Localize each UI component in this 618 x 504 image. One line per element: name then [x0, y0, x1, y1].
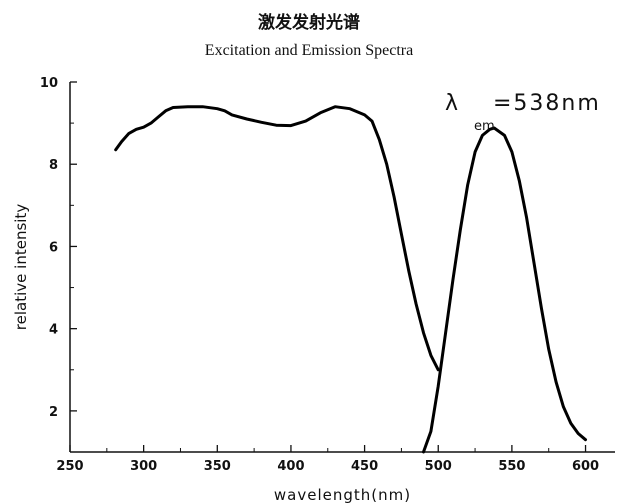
- x-tick-label: 300: [130, 459, 157, 474]
- x-tick-label: 500: [425, 459, 452, 474]
- x-axis-label: wavelength(nm): [274, 486, 411, 504]
- y-tick-label: 4: [49, 323, 58, 338]
- annotation-subscript: em: [474, 119, 495, 134]
- y-tick-label: 2: [49, 405, 58, 420]
- chart-title: 激发发射光谱: [258, 13, 360, 33]
- x-tick-label: 550: [498, 459, 525, 474]
- x-tick-label: 350: [204, 459, 231, 474]
- y-tick-label: 8: [49, 158, 58, 173]
- annotation-symbol: λ: [445, 91, 458, 116]
- x-tick-label: 400: [277, 459, 304, 474]
- emission-curve: [422, 126, 587, 454]
- excitation-curve: [114, 105, 440, 372]
- x-tick-label: 600: [572, 459, 599, 474]
- chart-subtitle: Excitation and Emission Spectra: [204, 42, 414, 59]
- x-tick-label: 450: [351, 459, 378, 474]
- annotation-text: =538nm: [493, 91, 601, 116]
- x-tick-label: 250: [56, 459, 83, 474]
- y-axis-label: relative intensity: [12, 204, 30, 331]
- y-tick-label: 10: [40, 76, 58, 91]
- y-tick-label: 6: [49, 240, 58, 255]
